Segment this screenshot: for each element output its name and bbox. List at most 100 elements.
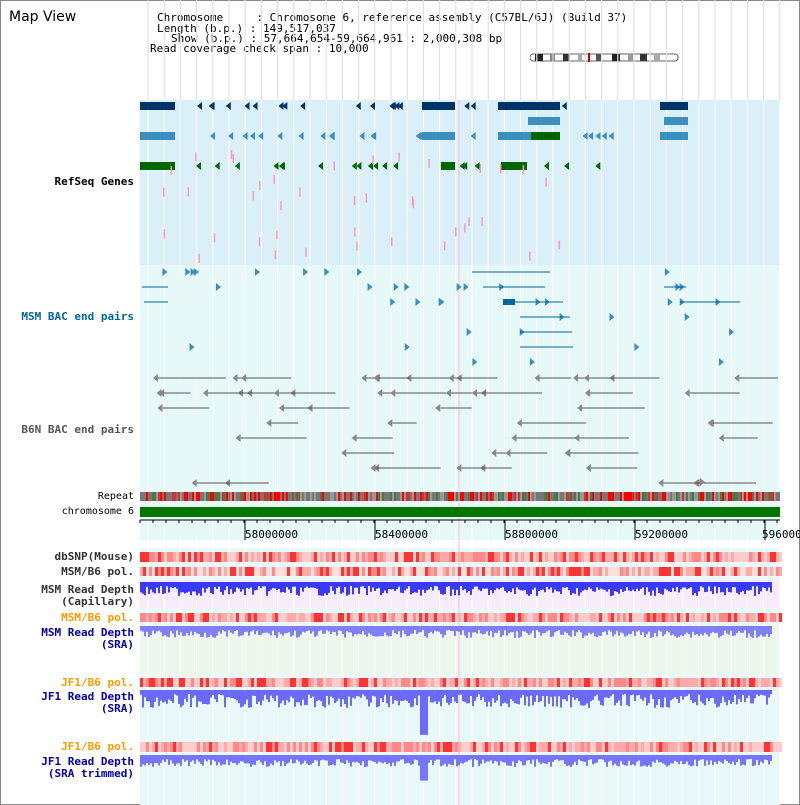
polymorphism-cell [689, 567, 692, 576]
read-depth-bar [520, 582, 522, 591]
polymorphism-cell [776, 613, 779, 622]
polymorphism-cell [398, 613, 401, 622]
read-depth-bar [340, 626, 342, 631]
read-depth-bar [224, 626, 226, 632]
gene-arrow [317, 162, 323, 170]
repeat-segment [338, 492, 340, 501]
polymorphism-cell [569, 678, 572, 687]
polymorphism-cell [491, 742, 494, 752]
read-depth-bar [298, 626, 300, 637]
read-depth-bar [674, 626, 676, 637]
polymorphism-cell [635, 552, 638, 562]
read-depth-bar [222, 626, 224, 631]
repeat-segment [382, 492, 384, 501]
read-depth-bar [764, 690, 766, 696]
repeat-segment [462, 492, 464, 501]
polymorphism-cell [290, 567, 293, 576]
polymorphism-cell [296, 567, 299, 576]
repeat-segment [640, 492, 642, 501]
read-depth-bar [170, 690, 172, 701]
polymorphism-cell [299, 613, 302, 622]
polymorphism-cell [587, 613, 590, 622]
polymorphism-cell [182, 742, 185, 752]
read-depth-bar [414, 626, 416, 631]
read-depth-bar [650, 626, 652, 638]
read-depth-bar [208, 755, 210, 760]
bac-end [438, 298, 444, 306]
polymorphism-cell [533, 567, 536, 576]
repeat-segment [188, 492, 190, 501]
msm-bac-track[interactable] [142, 268, 740, 366]
polymorphism-cell [404, 678, 407, 687]
read-depth-bar [182, 626, 184, 637]
bac-end [585, 464, 591, 472]
read-depth-bar [228, 755, 230, 766]
b6n-bac-track[interactable] [152, 374, 778, 487]
gene-arrow [278, 102, 284, 110]
read-depth-bar [556, 690, 558, 707]
gene-arrow [244, 102, 250, 110]
polymorphism-cell [428, 567, 431, 576]
read-depth-bar [694, 582, 696, 594]
read-depth-bar [204, 582, 206, 593]
bac-end [584, 389, 590, 397]
read-depth-bar [536, 582, 538, 596]
bac-end [279, 404, 285, 412]
read-depth-bar [688, 755, 690, 765]
polymorphism-cell [551, 613, 554, 622]
read-depth-bar [290, 690, 292, 697]
repeat-segment [766, 492, 768, 501]
polymorphism-cell [545, 678, 548, 687]
polymorphism-cell [218, 613, 221, 622]
read-depth-bar [354, 690, 356, 699]
read-depth-bar [218, 690, 220, 695]
polymorphism-cell [251, 613, 254, 622]
polymorphism-cell [635, 567, 638, 576]
gene-block [501, 162, 527, 170]
refseq-genes-track[interactable] [140, 102, 688, 264]
read-depth-bar [660, 755, 662, 763]
bac-end [700, 478, 705, 486]
read-depth-bar [548, 755, 550, 762]
chromosome-ideogram[interactable] [530, 53, 680, 62]
read-depth-bar [440, 755, 442, 767]
polymorphism-cell [236, 678, 239, 687]
polymorphism-cell [491, 613, 494, 622]
polymorphism-cell [239, 613, 242, 622]
polymorphism-cell [473, 552, 476, 562]
polymorphism-cell [656, 678, 659, 687]
read-depth-bar [310, 755, 312, 765]
read-depth-bar [216, 690, 218, 703]
read-depth-bar [200, 690, 202, 702]
gene-arrow [601, 132, 607, 140]
read-depth-bar [312, 755, 314, 763]
read-depth-bar [658, 690, 660, 700]
read-depth-bar [284, 626, 286, 634]
polymorphism-cell [266, 567, 269, 576]
read-depth-bar [558, 755, 560, 761]
read-depth-bar [358, 755, 360, 764]
polymorphism-cell [740, 678, 743, 687]
read-depth-bar [290, 626, 292, 637]
read-depth-bar [510, 690, 512, 699]
read-depth-bar [474, 755, 476, 760]
bac-end [609, 313, 615, 321]
polymorphism-cell [368, 552, 371, 562]
polymorphism-cell [743, 742, 746, 752]
polymorphism-cell [503, 552, 506, 562]
read-depth-bar [176, 755, 178, 764]
read-depth-bar [190, 582, 192, 596]
read-depth-bar [770, 755, 772, 761]
polymorphism-cell [776, 567, 779, 576]
read-depth-bar [660, 582, 662, 594]
read-depth-bar [494, 690, 496, 703]
read-depth-bar [570, 582, 572, 596]
read-depth-bar [730, 755, 732, 765]
read-depth-bar [612, 755, 614, 766]
polymorphism-cell [761, 678, 764, 687]
polymorphism-cell [740, 552, 743, 562]
polymorphism-cell [716, 567, 719, 576]
polymorphism-cell [605, 567, 608, 576]
read-depth-bar [680, 690, 682, 697]
read-depth-bar [184, 582, 186, 594]
